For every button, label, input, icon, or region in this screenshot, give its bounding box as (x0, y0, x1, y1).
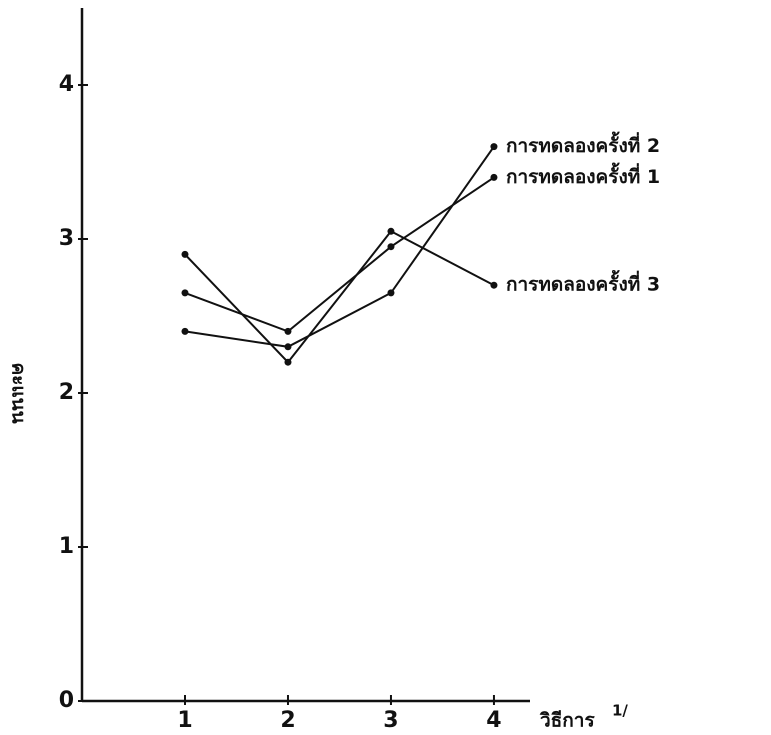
point (490, 281, 498, 289)
y-tick-label: 3 (59, 226, 74, 251)
x-tick-label: 4 (486, 708, 501, 731)
series-line (184, 146, 495, 348)
series-line (184, 230, 495, 364)
point (387, 243, 395, 251)
x-tick-label: 1 (177, 708, 192, 731)
point (181, 327, 189, 335)
y-tick-label: 1 (59, 534, 74, 559)
point (387, 289, 395, 297)
point (181, 289, 189, 297)
y-axis-label: คะแนน (8, 362, 30, 423)
point (284, 343, 292, 351)
series-label: การทดลองครั้งที่ 2 (506, 131, 660, 157)
x-axis-note: 1/ (612, 702, 628, 720)
series-label: การทดลองครั้งที่ 1 (506, 162, 660, 188)
y-tick-label: 2 (59, 380, 74, 405)
x-axis-label: วิธีการ (540, 710, 596, 732)
y-tick-label: 0 (59, 688, 74, 713)
series-label: การทดลองครั้งที่ 3 (506, 270, 660, 296)
point (490, 173, 498, 181)
point (284, 327, 292, 335)
point (284, 358, 292, 366)
point (490, 143, 498, 151)
y-tick-label: 4 (59, 72, 74, 97)
x-tick-label: 3 (383, 708, 398, 731)
x-tick-label: 2 (280, 708, 295, 731)
series-line (184, 176, 495, 333)
point (387, 227, 395, 235)
point (181, 250, 189, 258)
